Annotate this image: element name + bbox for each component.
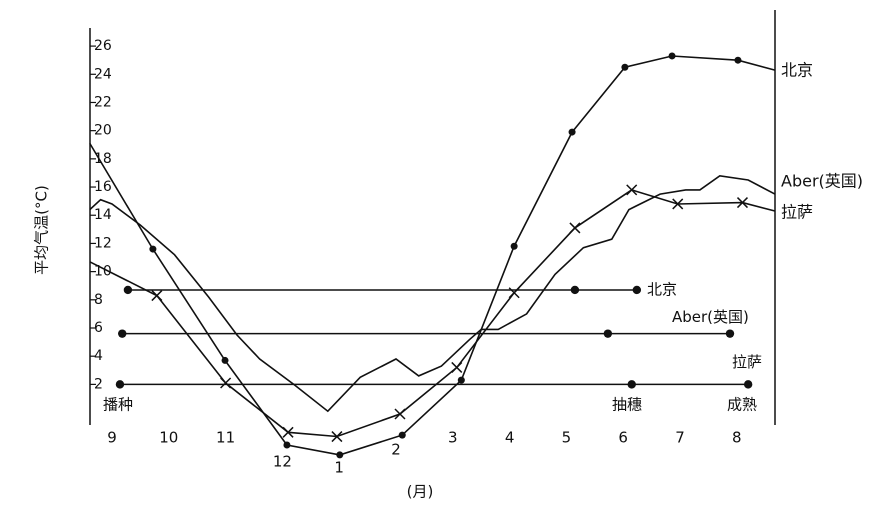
y-tick-label: 10	[94, 264, 112, 280]
legend-label: Aber(英国)	[781, 172, 863, 191]
point	[736, 197, 749, 209]
point	[282, 426, 294, 438]
x-tick-label: 9	[107, 429, 117, 447]
y-tick-label: 12	[94, 235, 112, 251]
point	[568, 128, 576, 136]
x-tick-label: 3	[448, 429, 458, 447]
point	[457, 376, 465, 384]
series-line	[89, 55, 776, 456]
x-tick-label: 4	[505, 429, 515, 447]
x-tick-label: 5	[562, 429, 572, 447]
y-tick-label: 16	[94, 179, 112, 195]
point	[451, 361, 463, 373]
point	[149, 245, 157, 253]
crop-label: 北京	[647, 280, 677, 298]
legend-label: 拉萨	[781, 203, 813, 222]
crop-stage-dot	[725, 329, 735, 338]
x-tick-label: 6	[618, 429, 628, 447]
y-tick-label: 2	[94, 376, 103, 392]
point	[151, 290, 163, 302]
point	[626, 184, 638, 196]
point	[398, 431, 406, 439]
point	[672, 198, 684, 210]
point	[283, 441, 291, 449]
crop-label: 拉萨	[732, 353, 762, 371]
crop-stage-dot	[627, 380, 636, 389]
x-tick-label: 7	[675, 429, 685, 447]
point	[569, 222, 581, 234]
x-axis-label: (月)	[407, 483, 434, 501]
y-tick-label: 24	[94, 66, 112, 82]
crop-stage-dot	[570, 285, 580, 295]
y-tick-label: 14	[94, 207, 112, 223]
point	[394, 408, 406, 420]
stage-label: 成熟	[727, 396, 757, 414]
point	[221, 356, 229, 364]
point	[331, 431, 343, 443]
point	[734, 56, 742, 64]
crop-stage-dot	[118, 329, 127, 338]
crop-label: Aber(英国)	[672, 308, 749, 326]
y-tick-label: 8	[94, 292, 103, 308]
crop-stage-dot	[743, 380, 753, 389]
stage-label: 抽穗	[612, 396, 642, 414]
y-tick-label: 22	[94, 94, 112, 110]
y-tick-label: 4	[94, 348, 103, 364]
point	[220, 377, 232, 389]
crop-stage-dot	[115, 380, 125, 389]
stage-label: 播种	[103, 396, 133, 414]
y-axis-label: 平均气温(°C)	[33, 185, 51, 275]
series-line	[89, 174, 776, 413]
crop-stage-dot	[123, 285, 133, 295]
point	[336, 451, 344, 459]
point	[668, 52, 676, 60]
point	[510, 242, 518, 250]
y-tick-label: 26	[94, 38, 112, 54]
y-tick-label: 18	[94, 151, 112, 167]
legend-label: 北京	[781, 61, 813, 80]
x-tick-label: 10	[159, 429, 178, 447]
x-tick-label: 8	[732, 429, 742, 447]
crop-stage-dot	[603, 329, 613, 338]
y-tick-label: 20	[94, 123, 112, 139]
crop-stage-dot	[632, 285, 642, 295]
point	[621, 63, 629, 71]
y-tick-label: 6	[94, 320, 103, 336]
x-tick-label: 12	[273, 453, 292, 471]
x-tick-label: 2	[391, 441, 401, 459]
x-tick-label: 1	[334, 459, 344, 477]
x-tick-label: 11	[216, 429, 235, 447]
